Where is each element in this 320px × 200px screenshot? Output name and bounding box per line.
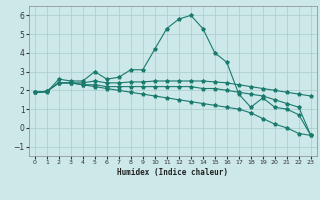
X-axis label: Humidex (Indice chaleur): Humidex (Indice chaleur) xyxy=(117,168,228,177)
